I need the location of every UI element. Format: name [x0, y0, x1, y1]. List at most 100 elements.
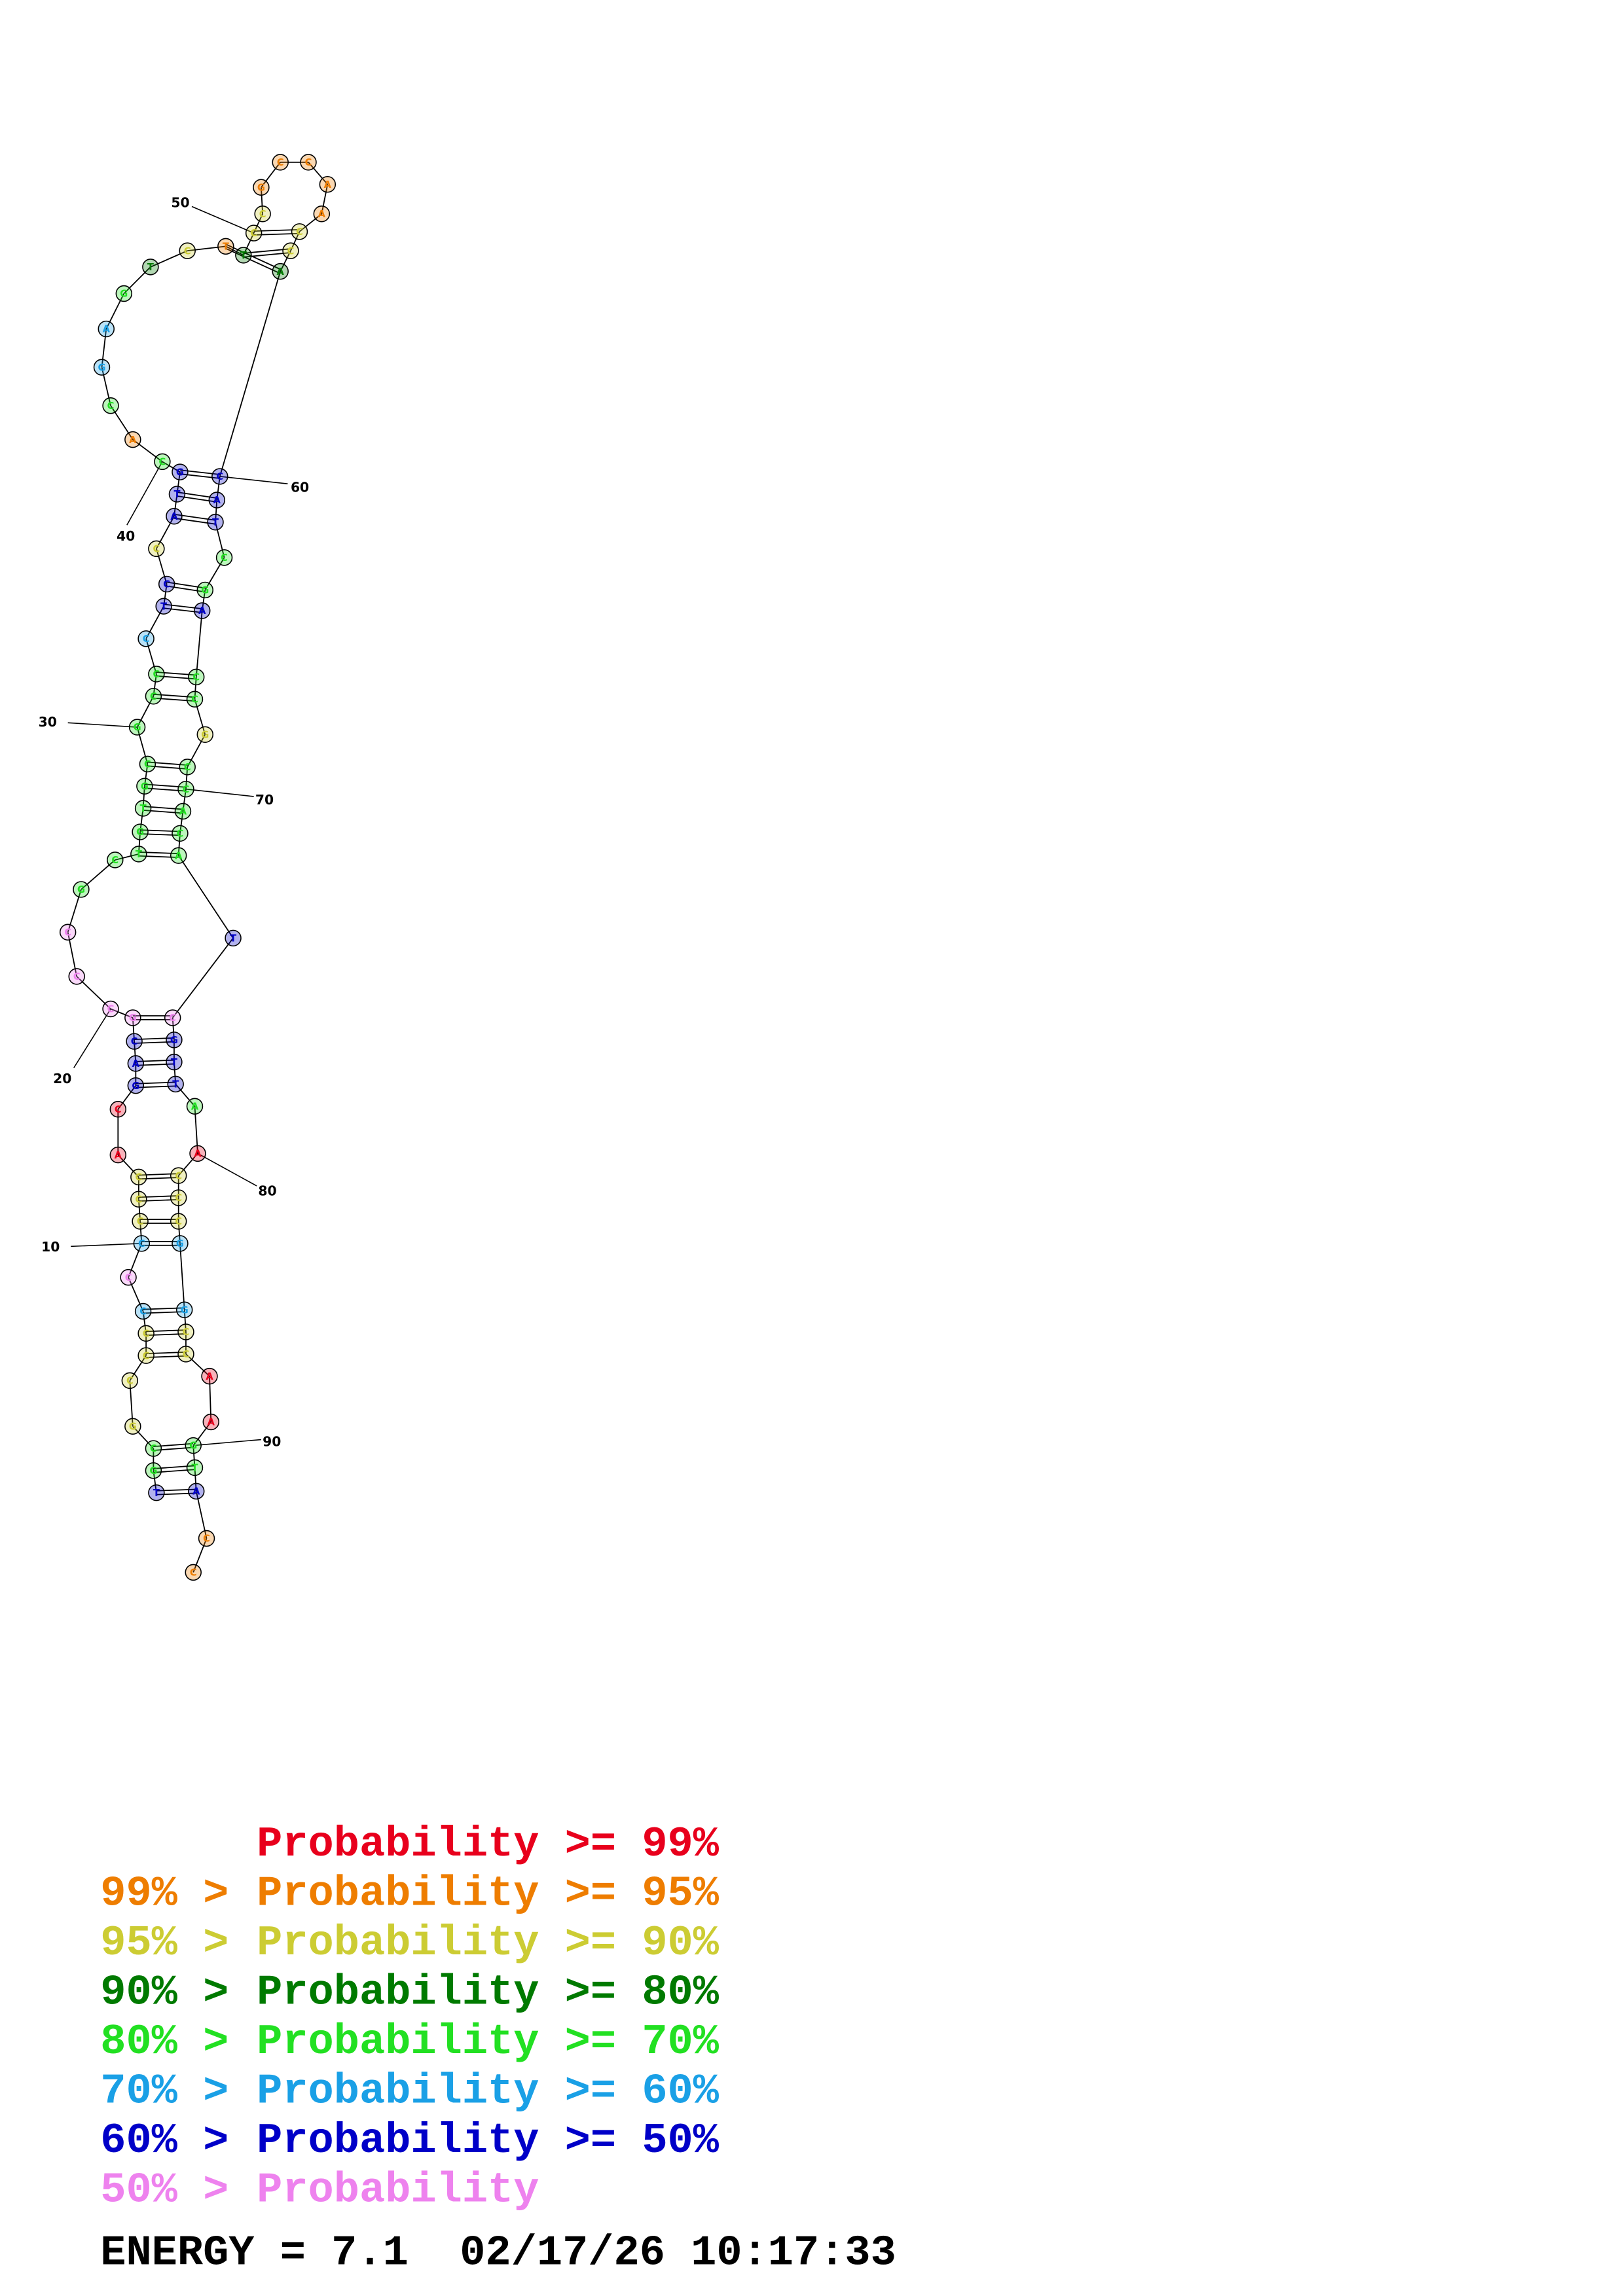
base-letter: A	[324, 179, 332, 190]
base-circle	[185, 1437, 202, 1454]
base-circle	[215, 549, 233, 566]
legend-label: Probability >= 50%	[257, 2117, 720, 2165]
backbone-segment	[215, 499, 218, 522]
base-letter: A	[318, 209, 326, 220]
base-letter: C	[138, 1238, 145, 1249]
backbone-segment	[194, 698, 206, 735]
base-pair-line	[145, 1352, 186, 1355]
base-circle	[186, 691, 204, 708]
base-circle	[148, 666, 165, 683]
backbone-segment	[192, 1538, 208, 1573]
base-circle	[93, 359, 111, 376]
base-circle	[196, 726, 213, 744]
base-circle	[172, 1235, 189, 1252]
backbone-segment	[145, 605, 164, 639]
number-tick	[67, 722, 137, 728]
base-letter: C	[190, 1568, 197, 1579]
backbone-segment	[136, 696, 155, 728]
base-letter: A	[213, 495, 221, 506]
legend-prefix: 80% >	[100, 2018, 254, 2066]
backbone-segment	[101, 367, 111, 406]
base-circle	[137, 630, 155, 647]
base-pair-line	[143, 1311, 185, 1314]
backbone-segment	[110, 405, 134, 440]
backbone-segment	[185, 766, 189, 789]
base-pair-line	[153, 1443, 194, 1448]
base-circle	[177, 1346, 194, 1363]
base-letter: T	[147, 262, 154, 273]
base-letter: C	[139, 1306, 147, 1318]
backbone-segment	[280, 250, 291, 272]
number-tick	[197, 1153, 257, 1187]
base-circle	[124, 1418, 141, 1435]
base-circle	[211, 468, 228, 485]
base-letter: G	[201, 729, 209, 740]
backbone-segment	[182, 789, 187, 812]
legend-prefix: 60% >	[100, 2117, 254, 2165]
base-letter: T	[140, 803, 147, 814]
base-pair-line	[146, 1333, 187, 1336]
number-tick	[73, 1009, 111, 1069]
base-circle	[253, 179, 270, 196]
base-letter: C	[143, 634, 150, 645]
base-circle	[127, 1077, 145, 1094]
base-pair-line	[143, 810, 183, 814]
base-circle	[109, 1100, 127, 1118]
base-letter: C	[184, 245, 191, 257]
base-pair-line	[153, 693, 195, 698]
base-circle	[132, 1213, 149, 1230]
backbone-segment	[194, 677, 197, 700]
backbone-segment	[153, 673, 157, 696]
backbone-segment	[156, 516, 175, 549]
backbone-segment	[117, 1085, 137, 1110]
base-pair-line	[134, 1037, 174, 1041]
base-pair-line	[138, 1177, 179, 1180]
legend-prefix: 50% >	[100, 2166, 254, 2215]
base-circle	[170, 1213, 187, 1230]
backbone-segment	[185, 1354, 210, 1377]
base-circle	[126, 1033, 143, 1050]
base-letter: C	[250, 228, 257, 239]
base-letter: A	[129, 435, 137, 446]
backbone-segment	[156, 548, 168, 584]
backbone-segment	[299, 213, 322, 232]
base-circle	[179, 759, 196, 776]
base-circle	[137, 1325, 155, 1342]
legend-label: Probability	[257, 2166, 539, 2215]
backbone-segment	[172, 937, 234, 1018]
number-tick	[71, 1243, 142, 1247]
base-number: 80	[258, 1183, 276, 1198]
base-letter: G	[176, 467, 184, 478]
base-number: 60	[291, 479, 309, 495]
base-letter: C	[216, 471, 223, 482]
legend-label: Probability >= 60%	[257, 2068, 720, 2116]
base-circle	[132, 823, 149, 840]
base-letter: C	[305, 157, 312, 168]
base-letter: A	[170, 511, 178, 522]
base-pair-line	[138, 1195, 179, 1198]
base-letter: C	[287, 245, 295, 257]
base-letter: A	[132, 1058, 140, 1069]
base-letter: T	[172, 1079, 179, 1090]
base-circle	[68, 968, 85, 985]
base-pair-line	[156, 672, 197, 676]
backbone-segment	[139, 808, 144, 833]
base-circle	[130, 1191, 147, 1208]
base-letter: T	[153, 1488, 160, 1499]
base-number: 10	[41, 1239, 60, 1255]
backbone-segment	[105, 293, 125, 329]
base-pair-line	[166, 581, 206, 589]
base-circle	[196, 581, 213, 599]
base-letter: C	[183, 1349, 190, 1360]
base-circle	[133, 1235, 151, 1252]
backbone-segment	[173, 493, 178, 516]
base-circle	[107, 852, 124, 869]
base-letter: G	[189, 1441, 197, 1452]
base-letter: C	[175, 1216, 182, 1227]
base-letter: C	[143, 1350, 150, 1361]
base-pair-line	[138, 855, 179, 858]
backbone-segment	[110, 1008, 134, 1018]
base-circle	[208, 492, 226, 509]
base-letter: T	[191, 1463, 198, 1474]
